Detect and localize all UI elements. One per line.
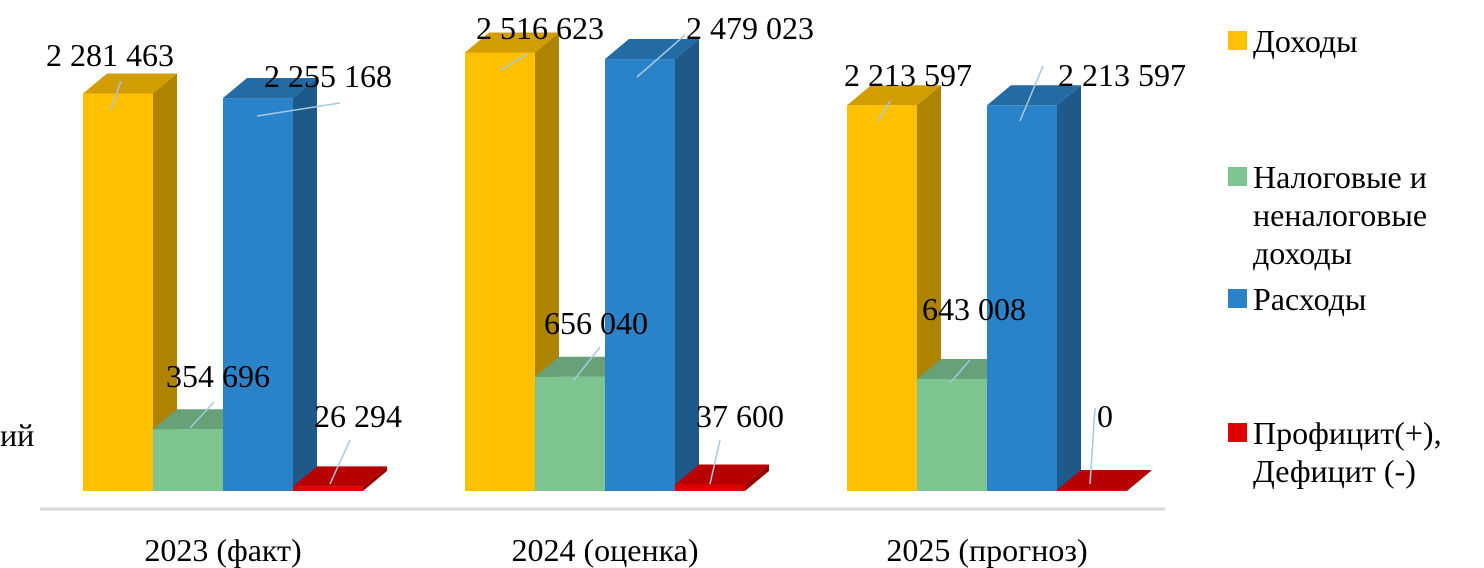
legend-label: Налоговые и неналоговые доходы <box>1253 159 1428 271</box>
leader-line <box>877 100 891 122</box>
legend-label: Профицит(+), Дефицит (-) <box>1253 415 1442 489</box>
clipped-axis-title: ий <box>0 417 35 453</box>
bar-front <box>847 105 917 492</box>
bar-front <box>293 486 363 491</box>
label-leader-lines <box>110 34 1096 485</box>
data-label: 2 255 168 <box>264 58 392 94</box>
data-label: 26 294 <box>314 398 402 434</box>
bar-side <box>1127 470 1151 491</box>
bar-side <box>745 464 769 491</box>
data-label: 2 281 463 <box>46 37 174 73</box>
category-label: 2025 (прогноз) <box>886 532 1087 568</box>
data-label: 643 008 <box>922 291 1026 327</box>
legend-label: Расходы <box>1253 281 1367 317</box>
bar-front <box>223 98 293 491</box>
leader-line <box>636 34 686 78</box>
bar-3-3 <box>987 85 1081 492</box>
legend-swatch-rashody <box>1228 289 1247 308</box>
leader-line <box>949 359 971 384</box>
legend-item-balance: Профицит(+), Дефицит (-) <box>1228 414 1442 490</box>
leader-line <box>189 401 215 429</box>
bar-top <box>1057 470 1151 490</box>
legend-swatch-tax-revenue <box>1228 167 1247 186</box>
leader-line <box>1089 407 1096 485</box>
chart-bars <box>83 32 1151 492</box>
data-label: 354 696 <box>166 358 270 394</box>
leader-line <box>500 53 528 71</box>
legend-item-dohody: Доходы <box>1228 22 1358 60</box>
bar-top <box>83 73 177 94</box>
legend: Доходы Налоговые и неналоговые доходы Ра… <box>1228 0 1484 568</box>
bar-front <box>153 429 223 491</box>
chart: 2 281 463 354 696 2 255 168 26 294 2 516 623… <box>40 10 1186 568</box>
bar-front <box>535 376 605 491</box>
bar-front <box>675 484 745 491</box>
legend-item-tax-revenue: Налоговые и неналоговые доходы <box>1228 158 1427 272</box>
bar-front <box>465 52 535 492</box>
bar-top <box>465 32 559 53</box>
legend-label: Доходы <box>1253 23 1358 59</box>
bar-front <box>605 59 675 492</box>
leader-line <box>709 439 721 485</box>
bar-top <box>223 78 317 99</box>
data-label: 2 213 597 <box>1058 57 1186 93</box>
category-axis-labels: 2023 (факт) 2024 (оценка) 2025 (прогноз) <box>144 532 1087 568</box>
bar-front <box>1057 490 1127 491</box>
bar-side <box>675 39 699 492</box>
bar-top <box>847 85 941 106</box>
category-label: 2023 (факт) <box>144 532 301 568</box>
data-label: 2 479 023 <box>686 10 814 46</box>
data-label: 2 516 623 <box>476 10 604 46</box>
bar-2-4 <box>675 464 769 491</box>
bar-top <box>675 464 769 485</box>
bar-front <box>83 93 153 492</box>
data-label: 37 600 <box>696 398 784 434</box>
leader-line <box>573 346 601 381</box>
bar-1-3 <box>223 78 317 491</box>
bar-side <box>1057 85 1081 492</box>
category-label: 2024 (оценка) <box>511 532 698 568</box>
leader-line <box>110 80 122 110</box>
leader-line <box>1019 65 1044 122</box>
legend-swatch-balance <box>1228 423 1247 442</box>
bar-1-1 <box>83 73 177 492</box>
leader-line <box>256 102 341 117</box>
bar-side <box>363 466 387 491</box>
data-label: 656 040 <box>544 305 648 341</box>
bar-front <box>987 105 1057 492</box>
bar-top <box>293 466 387 487</box>
bar-front <box>917 378 987 491</box>
data-label: 0 <box>1097 398 1113 434</box>
bar-top <box>987 85 1081 106</box>
data-label: 2 213 597 <box>844 57 972 93</box>
legend-item-rashody: Расходы <box>1228 280 1366 318</box>
bar-3-4 <box>1057 470 1151 491</box>
bar-side <box>153 73 177 492</box>
bar-1-4 <box>293 466 387 491</box>
legend-swatch-dohody <box>1228 31 1247 50</box>
bar-2-3 <box>605 39 699 492</box>
bar-side <box>293 78 317 491</box>
leader-line <box>329 439 351 485</box>
data-labels: 2 281 463 354 696 2 255 168 26 294 2 516 623… <box>46 10 1186 434</box>
